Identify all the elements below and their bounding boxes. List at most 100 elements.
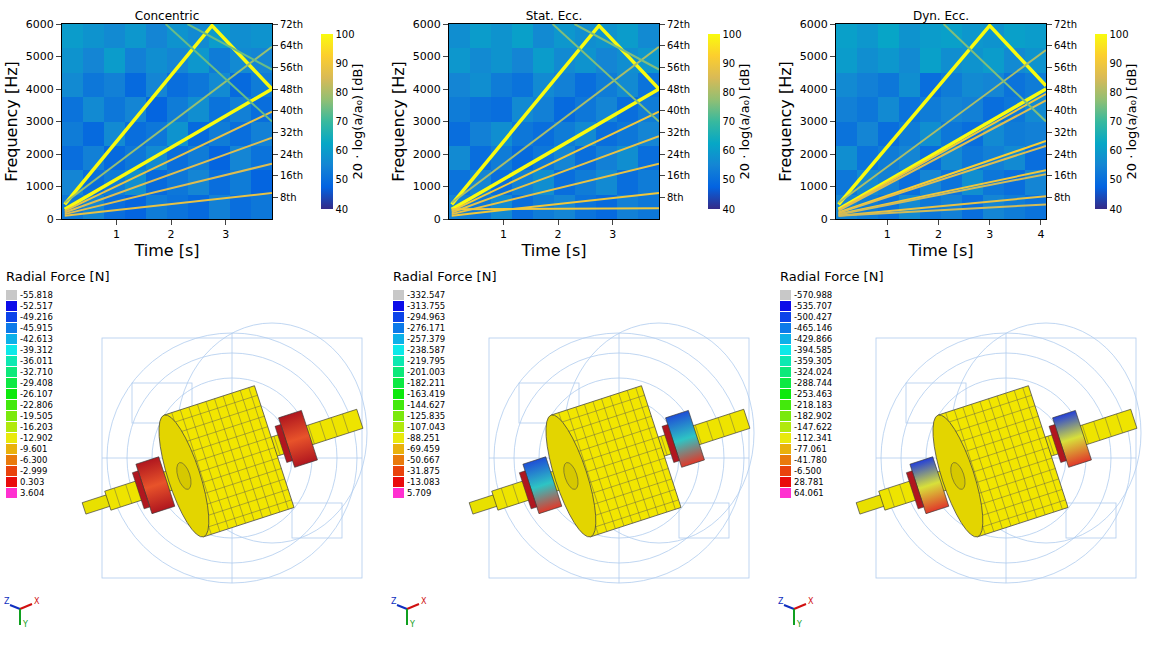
svg-text:70: 70 <box>336 116 349 127</box>
svg-text:Y: Y <box>22 620 28 629</box>
svg-text:2: 2 <box>168 228 175 241</box>
svg-text:80: 80 <box>723 87 736 98</box>
svg-text:64th: 64th <box>667 40 690 51</box>
svg-text:64th: 64th <box>1054 40 1077 51</box>
svg-text:56th: 56th <box>280 62 303 73</box>
svg-text:2: 2 <box>935 228 942 241</box>
svg-text:1000: 1000 <box>26 180 54 193</box>
svg-text:Time [s]: Time [s] <box>520 241 586 260</box>
svg-text:64th: 64th <box>280 40 303 51</box>
svg-text:Time [s]: Time [s] <box>133 241 199 260</box>
svg-text:5000: 5000 <box>413 50 441 63</box>
svg-text:24th: 24th <box>667 149 690 160</box>
svg-text:4000: 4000 <box>413 83 441 96</box>
svg-text:24th: 24th <box>1054 149 1077 160</box>
svg-text:5000: 5000 <box>26 50 54 63</box>
svg-text:1000: 1000 <box>800 180 828 193</box>
svg-text:Dyn. Ecc.: Dyn. Ecc. <box>913 9 969 23</box>
svg-text:Frequency [Hz]: Frequency [Hz] <box>389 61 408 182</box>
svg-text:3000: 3000 <box>413 115 441 128</box>
svg-text:40th: 40th <box>280 105 303 116</box>
svg-text:3: 3 <box>222 228 229 241</box>
svg-text:0: 0 <box>47 213 54 226</box>
svg-text:60: 60 <box>1110 145 1123 156</box>
svg-text:3000: 3000 <box>800 115 828 128</box>
svg-text:70: 70 <box>1110 116 1123 127</box>
svg-text:40: 40 <box>723 204 736 215</box>
svg-text:32th: 32th <box>280 127 303 138</box>
svg-text:Z: Z <box>778 597 784 606</box>
svg-text:Y: Y <box>409 620 415 629</box>
svg-text:4000: 4000 <box>800 83 828 96</box>
svg-text:60: 60 <box>336 145 349 156</box>
svg-text:72th: 72th <box>280 19 303 30</box>
svg-text:1: 1 <box>500 228 507 241</box>
svg-text:56th: 56th <box>667 62 690 73</box>
svg-text:Z: Z <box>4 597 10 606</box>
svg-text:16th: 16th <box>667 170 690 181</box>
svg-text:24th: 24th <box>280 149 303 160</box>
svg-text:40: 40 <box>1110 204 1123 215</box>
svg-text:100: 100 <box>1110 29 1129 40</box>
svg-text:2: 2 <box>555 228 562 241</box>
svg-text:50: 50 <box>336 174 349 185</box>
svg-text:80: 80 <box>1110 87 1123 98</box>
svg-text:48th: 48th <box>280 84 303 95</box>
svg-text:70: 70 <box>723 116 736 127</box>
svg-text:Concentric: Concentric <box>135 9 199 23</box>
svg-text:48th: 48th <box>667 84 690 95</box>
svg-text:0: 0 <box>821 213 828 226</box>
svg-text:20 · log(a/a₀) [dB]: 20 · log(a/a₀) [dB] <box>737 64 752 180</box>
svg-text:4000: 4000 <box>26 83 54 96</box>
svg-text:6000: 6000 <box>800 18 828 31</box>
svg-text:40th: 40th <box>1054 105 1077 116</box>
svg-text:56th: 56th <box>1054 62 1077 73</box>
svg-text:20 · log(a/a₀) [dB]: 20 · log(a/a₀) [dB] <box>1124 64 1139 180</box>
svg-text:90: 90 <box>336 58 349 69</box>
svg-text:Frequency [Hz]: Frequency [Hz] <box>2 61 21 182</box>
svg-text:16th: 16th <box>1054 170 1077 181</box>
svg-text:2000: 2000 <box>413 148 441 161</box>
svg-text:72th: 72th <box>1054 19 1077 30</box>
svg-text:32th: 32th <box>667 127 690 138</box>
svg-text:Frequency [Hz]: Frequency [Hz] <box>776 61 795 182</box>
svg-text:100: 100 <box>336 29 355 40</box>
svg-text:6000: 6000 <box>26 18 54 31</box>
svg-text:1: 1 <box>884 228 891 241</box>
svg-text:2000: 2000 <box>26 148 54 161</box>
svg-text:1000: 1000 <box>413 180 441 193</box>
svg-text:X: X <box>34 597 40 606</box>
svg-text:Y: Y <box>796 620 802 629</box>
svg-text:8th: 8th <box>667 192 684 203</box>
svg-text:1: 1 <box>113 228 120 241</box>
svg-text:Z: Z <box>391 597 397 606</box>
svg-text:90: 90 <box>1110 58 1123 69</box>
svg-text:3: 3 <box>986 228 993 241</box>
svg-text:3: 3 <box>609 228 616 241</box>
svg-text:40th: 40th <box>667 105 690 116</box>
svg-text:50: 50 <box>723 174 736 185</box>
svg-text:X: X <box>808 597 814 606</box>
svg-text:100: 100 <box>723 29 742 40</box>
svg-text:8th: 8th <box>280 192 297 203</box>
svg-text:60: 60 <box>723 145 736 156</box>
svg-text:0: 0 <box>434 213 441 226</box>
svg-text:72th: 72th <box>667 19 690 30</box>
svg-text:40: 40 <box>336 204 349 215</box>
svg-text:Stat. Ecc.: Stat. Ecc. <box>526 9 583 23</box>
svg-text:20 · log(a/a₀) [dB]: 20 · log(a/a₀) [dB] <box>350 64 365 180</box>
svg-text:50: 50 <box>1110 174 1123 185</box>
svg-text:3000: 3000 <box>26 115 54 128</box>
svg-text:4: 4 <box>1037 228 1044 241</box>
svg-text:16th: 16th <box>280 170 303 181</box>
svg-text:80: 80 <box>336 87 349 98</box>
svg-text:Time [s]: Time [s] <box>907 241 973 260</box>
svg-text:8th: 8th <box>1054 192 1071 203</box>
svg-text:6000: 6000 <box>413 18 441 31</box>
svg-text:90: 90 <box>723 58 736 69</box>
svg-text:48th: 48th <box>1054 84 1077 95</box>
svg-text:2000: 2000 <box>800 148 828 161</box>
svg-text:32th: 32th <box>1054 127 1077 138</box>
svg-text:X: X <box>421 597 427 606</box>
svg-text:5000: 5000 <box>800 50 828 63</box>
